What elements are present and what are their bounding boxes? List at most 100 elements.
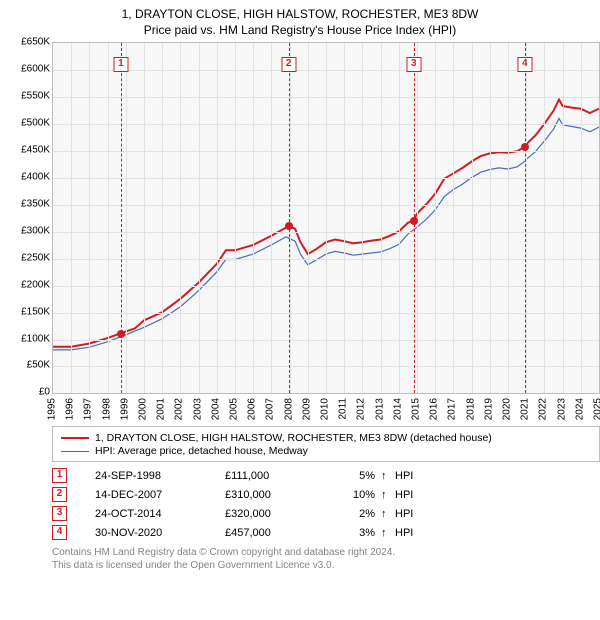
y-axis-tick: £400K — [10, 171, 50, 182]
x-axis-tick: 2004 — [210, 398, 221, 420]
y-axis-tick: £300K — [10, 225, 50, 236]
gridline-v — [326, 43, 327, 393]
gridline-v — [253, 43, 254, 393]
y-axis-tick: £150K — [10, 306, 50, 317]
event-line — [121, 43, 122, 393]
y-axis-tick: £500K — [10, 118, 50, 129]
x-axis-tick: 2023 — [556, 398, 567, 420]
gridline-v — [308, 43, 309, 393]
chart-title: 1, DRAYTON CLOSE, HIGH HALSTOW, ROCHESTE… — [10, 6, 590, 38]
x-axis-tick: 2022 — [538, 398, 549, 420]
y-axis-tick: £650K — [10, 37, 50, 48]
up-arrow-icon: ↑ — [381, 508, 395, 520]
gridline-v — [162, 43, 163, 393]
row-date: 14-DEC-2007 — [95, 489, 225, 501]
x-axis-tick: 1997 — [83, 398, 94, 420]
footer: Contains HM Land Registry data © Crown c… — [52, 546, 600, 572]
gridline-v — [235, 43, 236, 393]
event-marker — [521, 143, 529, 151]
row-hpi-label: HPI — [395, 489, 431, 501]
y-axis-tick: £550K — [10, 91, 50, 102]
x-axis-tick: 1996 — [65, 398, 76, 420]
table-row: 214-DEC-2007£310,00010%↑HPI — [52, 487, 600, 502]
x-axis-tick: 2017 — [447, 398, 458, 420]
legend-swatch — [61, 437, 89, 439]
y-axis-tick: £50K — [10, 360, 50, 371]
event-marker — [285, 222, 293, 230]
x-axis-tick: 2015 — [411, 398, 422, 420]
event-marker — [117, 330, 125, 338]
gridline-v — [526, 43, 527, 393]
gridline-v — [290, 43, 291, 393]
x-axis-tick: 2019 — [483, 398, 494, 420]
y-axis-tick: £200K — [10, 279, 50, 290]
title-line2: Price paid vs. HM Land Registry's House … — [10, 22, 590, 38]
row-number-box: 3 — [52, 506, 67, 521]
x-axis-tick: 2010 — [320, 398, 331, 420]
plot-background: 1234 — [52, 42, 600, 394]
x-axis-tick: 2011 — [338, 398, 349, 420]
gridline-v — [563, 43, 564, 393]
x-axis-tick: 2007 — [265, 398, 276, 420]
row-date: 24-OCT-2014 — [95, 508, 225, 520]
row-hpi-label: HPI — [395, 470, 431, 482]
x-axis-tick: 2016 — [429, 398, 440, 420]
gridline-v — [490, 43, 491, 393]
gridline-v — [508, 43, 509, 393]
event-line — [525, 43, 526, 393]
gridline-v — [271, 43, 272, 393]
gridline-v — [199, 43, 200, 393]
table-row: 124-SEP-1998£111,0005%↑HPI — [52, 468, 600, 483]
row-price: £111,000 — [225, 470, 335, 482]
row-pct: 2% — [335, 508, 375, 520]
gridline-v — [381, 43, 382, 393]
up-arrow-icon: ↑ — [381, 470, 395, 482]
x-axis-tick: 2020 — [502, 398, 513, 420]
row-pct: 10% — [335, 489, 375, 501]
plot-area: 1234 £0£50K£100K£150K£200K£250K£300K£350… — [10, 42, 590, 422]
y-axis-tick: £0 — [10, 387, 50, 398]
gridline-v — [144, 43, 145, 393]
legend-label: 1, DRAYTON CLOSE, HIGH HALSTOW, ROCHESTE… — [95, 432, 492, 444]
table-row: 430-NOV-2020£457,0003%↑HPI — [52, 525, 600, 540]
gridline-v — [581, 43, 582, 393]
event-marker — [410, 217, 418, 225]
x-axis-tick: 2012 — [356, 398, 367, 420]
row-price: £310,000 — [225, 489, 335, 501]
gridline-v — [71, 43, 72, 393]
gridline-v — [435, 43, 436, 393]
event-number-box: 2 — [281, 57, 296, 72]
x-axis-tick: 2014 — [392, 398, 403, 420]
gridline-v — [362, 43, 363, 393]
footer-line1: Contains HM Land Registry data © Crown c… — [52, 546, 600, 559]
row-number-box: 1 — [52, 468, 67, 483]
gridline-v — [126, 43, 127, 393]
x-axis-tick: 2001 — [156, 398, 167, 420]
x-axis-tick: 2000 — [138, 398, 149, 420]
row-pct: 5% — [335, 470, 375, 482]
x-axis-tick: 2021 — [520, 398, 531, 420]
row-number-box: 2 — [52, 487, 67, 502]
legend-label: HPI: Average price, detached house, Medw… — [95, 445, 308, 457]
gridline-v — [89, 43, 90, 393]
transactions-table: 124-SEP-1998£111,0005%↑HPI214-DEC-2007£3… — [52, 468, 600, 540]
gridline-v — [217, 43, 218, 393]
x-axis-tick: 2002 — [174, 398, 185, 420]
chart-container: 1, DRAYTON CLOSE, HIGH HALSTOW, ROCHESTE… — [0, 0, 600, 620]
x-axis-tick: 2018 — [465, 398, 476, 420]
gridline-v — [344, 43, 345, 393]
row-pct: 3% — [335, 527, 375, 539]
x-axis-tick: 2003 — [192, 398, 203, 420]
x-axis-tick: 2006 — [247, 398, 258, 420]
x-axis-tick: 2013 — [374, 398, 385, 420]
row-price: £457,000 — [225, 527, 335, 539]
x-axis-tick: 1995 — [47, 398, 58, 420]
table-row: 3 24-OCT-2014£320,0002% ↑HPI — [52, 506, 600, 521]
x-axis-tick: 1998 — [101, 398, 112, 420]
event-number-box: 4 — [517, 57, 532, 72]
event-line — [289, 43, 290, 393]
row-hpi-label: HPI — [395, 508, 431, 520]
gridline-v — [544, 43, 545, 393]
row-price: £320,000 — [225, 508, 335, 520]
row-hpi-label: HPI — [395, 527, 431, 539]
